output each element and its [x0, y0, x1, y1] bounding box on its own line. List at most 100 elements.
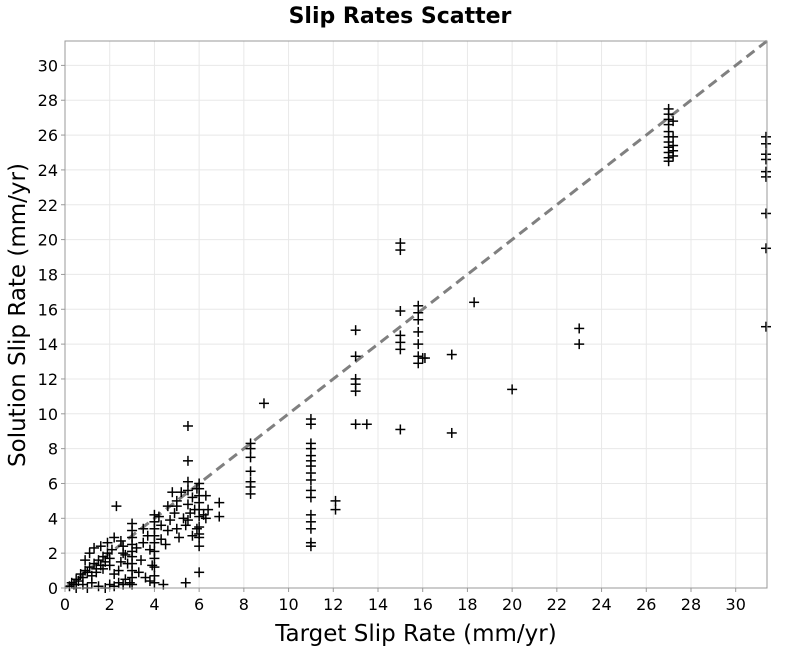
data-point: [761, 138, 771, 149]
data-point: [305, 523, 316, 534]
x-tick-label: 16: [413, 595, 433, 614]
y-tick-label: 20: [38, 231, 58, 250]
y-tick-label: 0: [48, 579, 58, 598]
data-point: [761, 208, 771, 219]
data-point: [144, 544, 155, 555]
data-point: [84, 548, 95, 559]
data-point: [149, 553, 160, 564]
data-point: [180, 577, 191, 588]
data-point: [305, 474, 316, 485]
y-tick-label: 10: [38, 405, 58, 424]
data-point: [80, 555, 91, 566]
data-point: [160, 539, 171, 550]
data-point: [91, 567, 102, 578]
data-point: [413, 339, 424, 350]
data-point: [102, 537, 113, 548]
data-point: [187, 530, 198, 541]
data-point: [115, 535, 126, 546]
data-point: [200, 490, 211, 501]
data-point: [194, 532, 205, 543]
data-point: [330, 504, 341, 515]
data-point: [171, 523, 182, 534]
data-point: [419, 353, 430, 364]
data-points: [64, 103, 771, 593]
data-point: [663, 156, 674, 167]
x-tick-label: 10: [278, 595, 298, 614]
data-point: [124, 577, 135, 588]
x-tick-label: 24: [591, 595, 611, 614]
y-axis-label: Solution Slip Rate (mm/yr): [5, 163, 31, 467]
y-tick-label: 4: [48, 509, 58, 528]
data-point: [330, 495, 341, 506]
data-point: [149, 577, 160, 588]
data-point: [574, 339, 585, 350]
data-point: [149, 537, 160, 548]
data-point: [182, 455, 193, 466]
data-point: [258, 398, 269, 409]
data-point: [245, 466, 256, 477]
data-point: [133, 567, 144, 578]
data-point: [104, 560, 115, 571]
data-point: [194, 511, 205, 522]
data-point: [761, 243, 771, 254]
y-tick-label: 26: [38, 126, 58, 145]
data-point: [144, 576, 155, 587]
data-point: [89, 542, 100, 553]
data-point: [350, 419, 361, 430]
data-point: [395, 245, 406, 256]
y-tick-label: 6: [48, 474, 58, 493]
data-point: [106, 544, 117, 555]
data-point: [182, 420, 193, 431]
data-point: [350, 351, 361, 362]
x-tick-label: 20: [502, 595, 522, 614]
data-point: [111, 501, 122, 512]
data-point: [118, 548, 129, 559]
data-point: [395, 306, 406, 317]
data-point: [350, 325, 361, 336]
chart-title: Slip Rates Scatter: [289, 4, 512, 29]
x-tick-label: 26: [636, 595, 656, 614]
data-point: [95, 541, 106, 552]
y-tick-label: 24: [38, 161, 58, 180]
data-point: [187, 492, 198, 503]
data-point: [507, 384, 518, 395]
data-point: [350, 386, 361, 397]
data-point: [182, 515, 193, 526]
data-point: [761, 321, 771, 332]
data-point: [182, 485, 193, 496]
data-point: [214, 511, 225, 522]
data-point: [361, 419, 372, 430]
data-point: [214, 497, 225, 508]
data-point: [113, 577, 124, 588]
x-tick-label: 4: [149, 595, 159, 614]
data-point: [71, 574, 82, 585]
data-point: [176, 487, 187, 498]
data-point: [162, 501, 173, 512]
data-point: [469, 297, 480, 308]
data-point: [245, 443, 256, 454]
data-point: [668, 116, 679, 127]
data-point: [668, 131, 679, 142]
x-tick-label: 14: [368, 595, 388, 614]
data-point: [138, 537, 149, 548]
x-tick-label: 22: [547, 595, 567, 614]
data-point: [305, 492, 316, 503]
y-tick-label: 16: [38, 300, 58, 319]
x-tick-label: 28: [681, 595, 701, 614]
x-tick-label: 8: [239, 595, 249, 614]
y-tick-label: 30: [38, 56, 58, 75]
data-point: [194, 567, 205, 578]
data-point: [115, 556, 126, 567]
data-point: [761, 154, 771, 165]
data-point: [120, 549, 131, 560]
data-point: [194, 541, 205, 552]
data-point: [147, 560, 158, 571]
data-point: [191, 523, 202, 534]
data-point: [761, 171, 771, 182]
data-point: [98, 563, 109, 574]
data-point: [86, 577, 97, 588]
y-tick-label: 8: [48, 440, 58, 459]
data-point: [413, 358, 424, 369]
